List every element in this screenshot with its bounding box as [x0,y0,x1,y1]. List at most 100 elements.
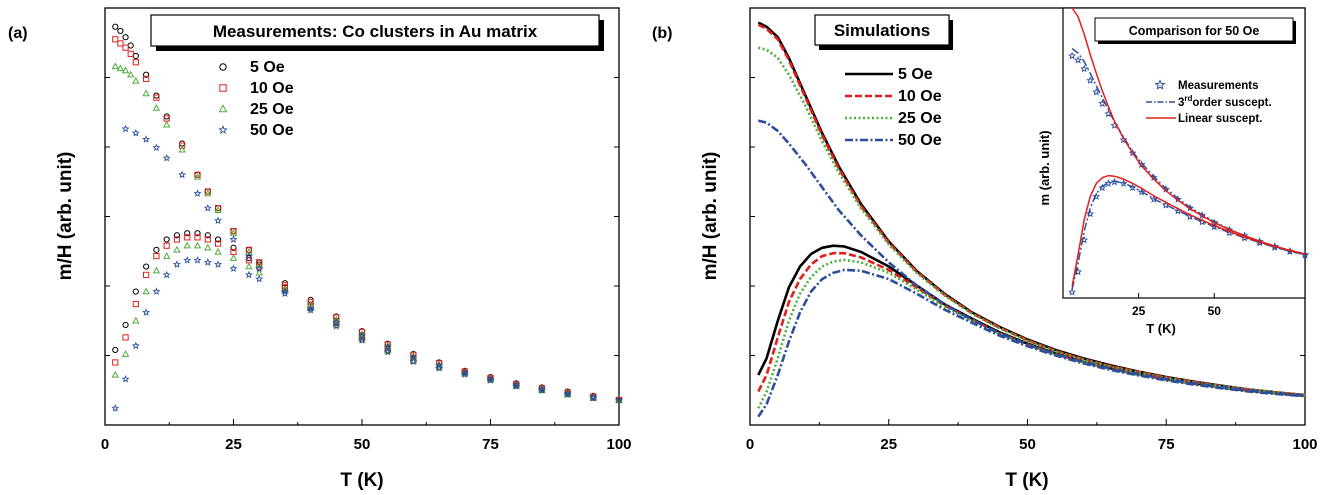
panel-a-legend-label-5-oe: 5 Oe [250,59,285,76]
panel-b-legend: 5 Oe 10 Oe 25 Oe 50 Oe [845,66,942,149]
panel-a-point-5-oe-zfc [194,230,201,237]
inset-title-box [1094,17,1294,42]
panel-a-point-50-oe-fc [460,370,469,378]
panel-b-title: Simulations [834,21,930,40]
panel-a-point-50-oe-fc [162,153,171,162]
inset-legend-linear: Linear suscept. [1146,113,1262,125]
inset-legend-3rd-order-label: 3rdorder suscept. [1178,94,1272,109]
panel-a-x-tick-label-25: 25 [225,436,242,453]
panel-a-point-10-oe-zfc [194,234,201,241]
panel-a-legend: 5 Oe 10 Oe 25 Oe 50 Oe [218,59,294,139]
panel-a-point-25-oe-zfc [142,287,150,295]
panel-a-point-50-oe-zfc [512,380,521,389]
panel-a-x-tick-label-50: 50 [354,436,371,453]
inset-point-measurements-zfc [1092,192,1101,200]
inset-line-linear-suscept-zfc [1071,174,1306,287]
panel-a-point-10-oe-zfc [112,359,119,366]
panel-a-point-10-oe-fc [153,94,160,101]
panel-a-point-50-oe-zfc [409,352,418,361]
panel-a-point-50-oe-fc [383,347,392,356]
panel-a-point-10-oe-fc [179,142,186,149]
panel-a-point-10-oe-zfc [184,234,191,241]
panel-a-point-10-oe-fc [143,75,150,82]
panel-a-point-25-oe-zfc [229,254,238,261]
panel-a-y-axis-label: m/H (arb. unit) [55,152,76,281]
panel-a-point-5-oe-zfc [230,244,237,251]
panel-a-point-50-oe-zfc [183,256,192,264]
panel-a-point-10-oe-zfc [358,328,366,336]
panel-a-point-50-oe-fc [121,124,130,133]
panel-a-point-25-oe-fc [152,104,161,111]
inset-point-measurements-fc [1119,135,1128,144]
panel-a-point-10-oe-fc [122,44,129,51]
panel-a-point-50-oe-zfc [537,384,546,393]
panel-a-legend-marker-10-oe [219,84,227,92]
inset-x-tick-label-25: 25 [1132,304,1146,318]
panel-b-legend-item-50-oe: 50 Oe [845,132,942,149]
panel-a-label: (a) [8,25,28,42]
inset-point-measurements-fc [1074,56,1083,64]
panel-a-point-50-oe-zfc [383,342,392,351]
inset-line-3rd-order-suscept-zfc [1071,180,1306,290]
panel-a-point-10-oe-zfc [153,253,160,260]
inset-point-measurements-zfc [1104,179,1113,187]
inset-legend-3rd-order-number: 3 [1178,97,1184,109]
panel-a-legend-item-50-oe: 50 Oe [218,122,294,139]
panel-a-point-25-oe-zfc [204,243,212,251]
panel-a-point-5-oe-fc [179,140,186,147]
panel-b-legend-label-25-oe: 25 Oe [898,110,942,127]
panel-a-point-10-oe-fc [230,227,237,235]
panel-a-point-50-oe-zfc [244,270,253,279]
inset-legend-3rd-order-suffix: order suscept. [1192,97,1271,109]
panel-a-point-10-oe-fc [127,50,134,57]
panel-a-point-50-oe-fc [178,170,187,179]
panel-a-legend-marker-5-oe [219,63,227,71]
panel-a-point-10-oe-fc [204,188,211,195]
inset-point-measurements-zfc [1119,179,1128,187]
inset-point-measurements-zfc [1128,183,1137,192]
panel-a-point-25-oe-fc [204,189,212,197]
inset-legend-linear-label: Linear suscept. [1178,113,1262,125]
panel-a-point-50-oe-fc [280,287,289,295]
panel-a-point-25-oe-fc [306,304,315,311]
panel-a-legend-item-25-oe: 25 Oe [218,101,294,118]
panel-a-legend-item-5-oe: 5 Oe [219,59,285,76]
inset-y-axis-label: m (arb. unit) [1037,130,1052,205]
panel-a-point-5-oe-zfc [204,232,211,239]
inset-series-linear-suscept [1071,7,1306,287]
panel-b-x-tick-label-50: 50 [1019,436,1036,453]
panel-a-point-10-oe-zfc [214,240,222,247]
panel-a: 0 25 50 75 100 T (K) m/H (arb. unit) Measure… [55,7,632,491]
panel-b-line-50-oe-fc [757,119,1306,397]
panel-a-title-box [150,14,600,47]
panel-a-point-50-oe-fc [435,364,444,372]
panel-b-legend-label-5-oe: 5 Oe [898,66,933,83]
inset-legend-measurements: Measurements [1154,79,1259,92]
inset-legend-3rd-order: 3rdorder suscept. [1146,94,1272,109]
panel-a-point-25-oe-zfc [173,245,181,253]
panel-a-point-25-oe-fc [111,62,119,70]
panel-a-legend-marker-25-oe [218,104,228,113]
panel-a-title: Measurements: Co clusters in Au matrix [213,22,538,41]
panel-a-point-25-oe-fc [142,89,150,97]
panel-a-point-25-oe-fc [132,76,140,84]
panel-a-point-25-oe-zfc [183,241,191,249]
panel-b-legend-item-10-oe: 10 Oe [845,88,942,105]
panel-a-point-50-oe-fc [244,251,253,260]
panel-a-series-25-oe [111,62,623,403]
panel-b-series-50-oe [757,119,1306,418]
inset-legend-measurements-label: Measurements [1178,80,1259,92]
inset: Comparison for 50 Oe 25 50 T (K) m (arb. … [1037,7,1309,336]
panel-a-point-50-oe-zfc [131,341,140,350]
panel-a-point-25-oe-fc [121,66,130,74]
panel-a-point-5-oe-zfc [173,232,181,239]
panel-a-legend-item-10-oe: 10 Oe [219,80,294,97]
panel-a-point-50-oe-zfc [563,389,572,397]
panel-a-point-5-oe-zfc [122,321,129,329]
inset-data [1068,7,1309,296]
panel-b-legend-item-5-oe: 5 Oe [845,66,933,83]
panel-a-point-25-oe-fc [162,120,171,128]
panel-a-point-50-oe-zfc [162,270,171,279]
panel-b-line-50-oe-zfc [757,268,1306,418]
